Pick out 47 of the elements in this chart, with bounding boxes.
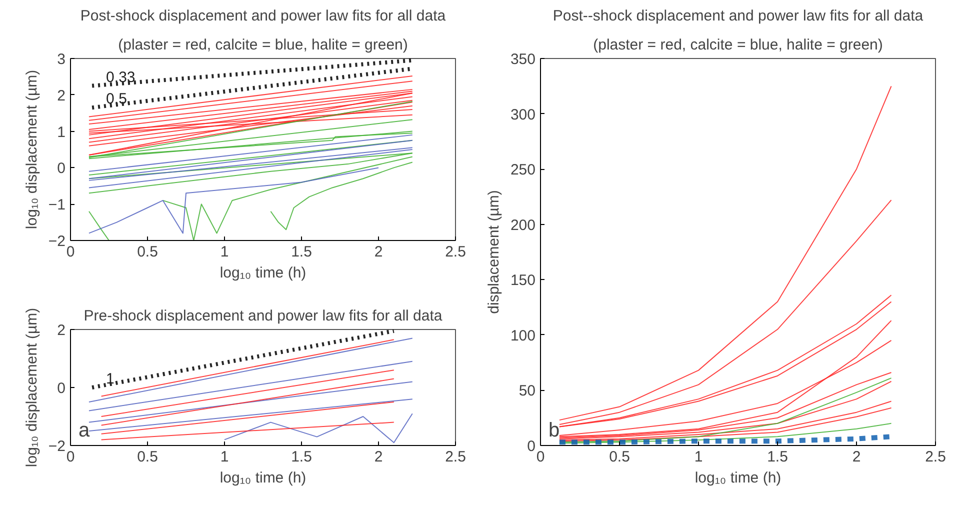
x-tick-label: 1.5 xyxy=(291,448,312,466)
annotation: a xyxy=(78,420,90,442)
x-tick-label: 2 xyxy=(374,244,383,260)
y-tick-label: 150 xyxy=(510,272,536,290)
x-tick-label: 2 xyxy=(852,448,861,466)
y-axis-title: displacement (µm) xyxy=(485,190,502,314)
y-tick-label: 100 xyxy=(510,327,536,344)
y-tick-label: 3 xyxy=(57,51,66,68)
y-tick-label: −2 xyxy=(48,438,66,455)
y-tick-label: 300 xyxy=(510,106,536,124)
y-tick-label: 2 xyxy=(57,322,66,339)
y-tick-label: 350 xyxy=(510,51,536,68)
chart-title: Pre-shock displacement and power law fits for all data xyxy=(84,308,443,324)
y-tick-label: 0 xyxy=(57,380,66,397)
x-tick-label: 2.5 xyxy=(445,244,466,260)
x-tick-label: 1 xyxy=(220,244,229,260)
x-tick-label: 2 xyxy=(374,448,383,466)
x-tick-label: 0.5 xyxy=(609,448,630,466)
x-axis-title: log₁₀ time (h) xyxy=(220,264,306,282)
annotation: 0.33 xyxy=(106,68,136,86)
x-tick-label: 1.5 xyxy=(291,244,312,260)
x-axis-title: log₁₀ time (h) xyxy=(220,470,306,486)
x-tick-label: 1 xyxy=(694,448,703,466)
y-tick-label: −2 xyxy=(48,233,66,250)
x-tick-label: 0.5 xyxy=(137,448,158,466)
y-tick-label: 0 xyxy=(57,160,66,178)
y-tick-label: 250 xyxy=(510,162,536,179)
x-tick-label: 2.5 xyxy=(445,448,466,466)
x-tick-label: 2.5 xyxy=(925,448,946,466)
chart-title: Post--shock displacement and power law fits for all data xyxy=(552,8,924,24)
x-tick-label: 0.5 xyxy=(137,244,158,260)
x-axis-title: log₁₀ time (h) xyxy=(694,470,782,486)
y-tick-label: 2 xyxy=(57,87,66,104)
chart-subtitle: (plaster = red, calcite = blue, halite = green) xyxy=(593,36,883,54)
y-axis-title: log₁₀ displacement (µm) xyxy=(23,308,40,468)
annotation: 0.5 xyxy=(106,90,127,108)
y-tick-label: 50 xyxy=(518,382,536,400)
x-tick-label: 1.5 xyxy=(767,448,788,466)
y-axis-title: log₁₀ displacement (µm) xyxy=(23,70,40,230)
y-tick-label: 200 xyxy=(510,216,536,234)
y-tick-label: 0 xyxy=(527,438,536,455)
y-tick-label: −1 xyxy=(48,196,66,214)
chart-title: Post-shock displacement and power law fits for all data xyxy=(80,8,446,24)
annotation: b xyxy=(548,420,560,442)
y-tick-label: 1 xyxy=(57,124,66,141)
x-tick-label: 1 xyxy=(220,448,229,466)
chart-subtitle: (plaster = red, calcite = blue, halite = green) xyxy=(118,36,408,54)
